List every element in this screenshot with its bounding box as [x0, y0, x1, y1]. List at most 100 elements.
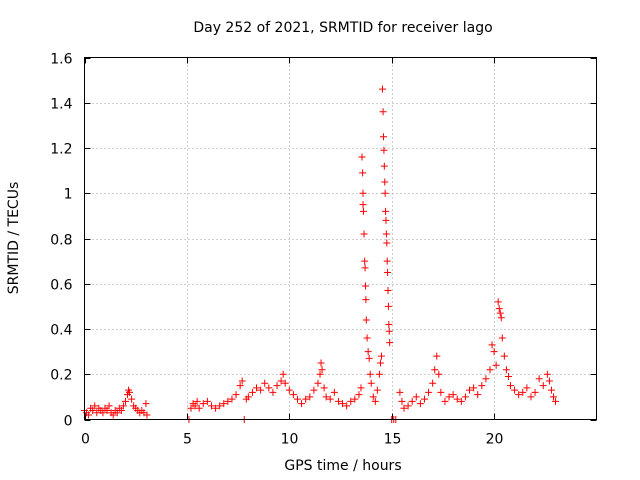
- data-point: [416, 400, 424, 408]
- data-point: [497, 314, 505, 322]
- data-point: [320, 384, 328, 392]
- data-point: [351, 395, 359, 403]
- data-point: [366, 370, 374, 378]
- axis-ticks: 0 0.2 0.4 0.6 0.8 1 1.2 1.4 1.6 0 5 10 15 20: [50, 52, 597, 448]
- y-tick-label: 0.6: [50, 278, 72, 294]
- data-point: [383, 257, 391, 265]
- data-point: [431, 366, 439, 374]
- data-point: [523, 384, 531, 392]
- data-point: [386, 339, 394, 347]
- data-point: [504, 373, 512, 381]
- chart-title: Day 252 of 2021, SRMTID for receiver lag…: [193, 20, 492, 36]
- y-tick-label: 1.6: [50, 52, 72, 68]
- data-point: [232, 391, 240, 399]
- data-point: [220, 400, 228, 408]
- data-point: [375, 370, 383, 378]
- data-point: [277, 377, 285, 385]
- data-point: [498, 334, 506, 342]
- data-point: [355, 391, 363, 399]
- data-point: [478, 382, 486, 390]
- data-point: [85, 411, 93, 419]
- data-point: [506, 382, 514, 390]
- data-point: [358, 153, 366, 161]
- data-point: [105, 402, 113, 410]
- data-point: [376, 359, 384, 367]
- data-point: [396, 388, 404, 396]
- data-point: [142, 400, 150, 408]
- data-point: [445, 393, 453, 401]
- data-point: [385, 320, 393, 328]
- data-point: [486, 366, 494, 374]
- data-point: [224, 397, 232, 405]
- data-point: [466, 386, 474, 394]
- data-point: [384, 302, 392, 310]
- x-tick-label: 20: [486, 432, 504, 448]
- data-point: [449, 391, 457, 399]
- data-point: [384, 268, 392, 276]
- data-point: [314, 379, 322, 387]
- data-point: [143, 411, 151, 419]
- data-point: [359, 201, 367, 209]
- data-point: [429, 379, 437, 387]
- data-point: [103, 406, 111, 414]
- data-point: [318, 366, 326, 374]
- data-point: [365, 354, 373, 362]
- data-point: [361, 264, 369, 272]
- data-point: [420, 395, 428, 403]
- data-point: [191, 402, 199, 410]
- data-point: [400, 404, 408, 412]
- x-tick-label: 15: [384, 432, 402, 448]
- data-point: [378, 85, 386, 93]
- data-point: [373, 386, 381, 394]
- data-point: [495, 305, 503, 313]
- data-point: [199, 400, 207, 408]
- data-point: [545, 377, 553, 385]
- data-point: [492, 361, 500, 369]
- data-point: [362, 316, 370, 324]
- data-point: [383, 239, 391, 247]
- data-point: [265, 384, 273, 392]
- grid-lines: [84, 57, 597, 420]
- data-point: [425, 388, 433, 396]
- data-point: [453, 395, 461, 403]
- data-point: [322, 393, 330, 401]
- data-point: [490, 348, 498, 356]
- data-point: [281, 379, 289, 387]
- data-point: [121, 397, 129, 405]
- data-point: [543, 370, 551, 378]
- data-point: [216, 402, 224, 410]
- data-point: [502, 366, 510, 374]
- data-point: [228, 395, 236, 403]
- x-tick-label: 5: [183, 432, 192, 448]
- data-point: [377, 352, 385, 360]
- data-point: [433, 352, 441, 360]
- data-point: [361, 282, 369, 290]
- data-point: [519, 388, 527, 396]
- data-point: [257, 386, 265, 394]
- data-point: [364, 348, 372, 356]
- data-point: [371, 397, 379, 405]
- data-point: [488, 341, 496, 349]
- data-point: [361, 257, 369, 265]
- data-point: [381, 178, 389, 186]
- y-tick-label: 1.2: [50, 142, 72, 158]
- data-point: [552, 397, 560, 405]
- data-point: [207, 402, 215, 410]
- data-point: [359, 189, 367, 197]
- data-point: [93, 409, 101, 417]
- data-point: [385, 327, 393, 335]
- y-tick-label: 0.4: [50, 323, 72, 339]
- data-point: [535, 375, 543, 383]
- y-tick-label: 1.4: [50, 97, 72, 113]
- data-point: [494, 298, 502, 306]
- data-point: [357, 384, 365, 392]
- data-point: [99, 409, 107, 417]
- data-point: [531, 388, 539, 396]
- data-point: [119, 402, 127, 410]
- data-point: [330, 388, 338, 396]
- x-axis-label: GPS time / hours: [284, 458, 401, 474]
- data-point: [261, 379, 269, 387]
- data-point: [269, 388, 277, 396]
- data-point: [482, 375, 490, 383]
